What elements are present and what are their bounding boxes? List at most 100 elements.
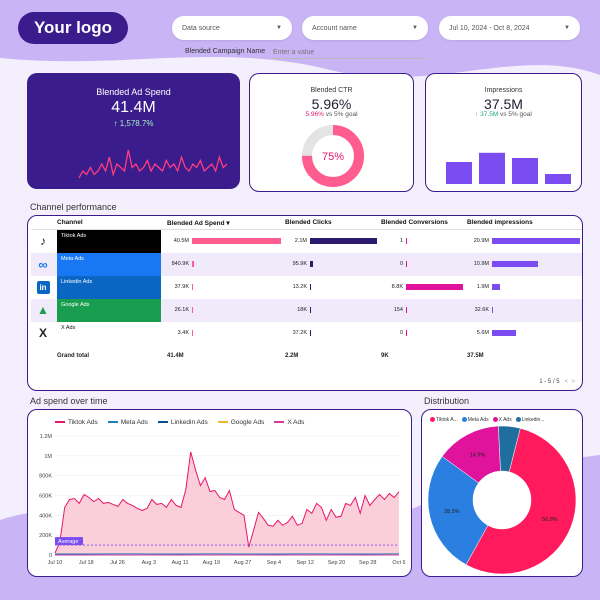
legend-dot [430,417,435,423]
legend-item[interactable]: Tiktok Ads [55,419,98,426]
table-header-row: Channel Blended Ad Spend ▾ Blended Click… [31,217,582,230]
cell-value: 37.2K [292,330,307,336]
blended-campaign-input[interactable] [273,46,428,59]
grand-total-row: Grand total 41.4M 2.2M 9K 37.5M [31,345,582,367]
data-source-dropdown[interactable]: Data source ▼ [172,16,292,40]
kpi-value: 41.4M [111,99,156,116]
legend-dot [461,417,467,423]
impressions-card: Impressions 37.5M ↑ 37.5M vs 5% goal [425,73,582,192]
clicks-cell: 95.9K [285,261,377,267]
chevron-down-icon: ▼ [276,25,282,31]
spend-cell: 3.4K [167,330,281,336]
legend-item[interactable]: X Ads [274,419,304,426]
kpi-title: Blended Ad Spend [96,87,171,97]
goal-value: 5.96% [305,111,324,118]
channel-cell: Linkedin Ads [55,275,165,299]
header-channel[interactable]: Channel [55,217,165,230]
channel-name: X Ads [57,321,161,345]
cell-value: 26.1K [174,307,189,313]
table-row[interactable]: X X Ads 3.4K 37.2K 0 5.6M [31,321,582,345]
header-conversions[interactable]: Blended Conversions [379,217,465,230]
kpi-value: 5.96% [311,96,352,112]
date-range-picker[interactable]: Jul 10, 2024 - Oct 8, 2024 ▼ [439,16,580,40]
x-tick-label: Aug 11 [172,560,189,566]
meta-icon: ∞ [38,256,48,272]
channel-cell: Tiktok Ads [55,229,165,253]
conversions-cell: 0 [381,330,463,336]
header-spend[interactable]: Blended Ad Spend ▾ [165,217,283,230]
impressions-cell: 1.9M [467,284,580,290]
average-badge [55,537,83,546]
kpi-title: Impressions [484,87,523,94]
impressions-bar-chart [446,152,571,184]
linkedin-icon: in [36,280,50,294]
cell-value: 3.4K [177,330,189,336]
clicks-cell: 13.2K [285,284,377,290]
spend-cell: 37.9K [167,284,281,290]
cell-value: 0 [399,330,403,336]
table-row[interactable]: ∞ Meta Ads 840.9K 95.9K 0 10.9M [31,252,582,276]
conversions-cell: 8.8K [381,284,463,290]
sparkline-line [78,149,228,179]
legend-swatch [157,421,168,424]
cell-value: 20.9M [473,238,489,244]
account-name-dropdown[interactable]: Account name ▼ [302,16,428,40]
conversions-cell: 1 [381,238,463,244]
cell-bar [192,284,193,290]
legend-item[interactable]: Google Ads [217,419,264,426]
x-tick-label: Sep 20 [328,560,345,566]
impressions-cell: 20.9M [467,238,580,244]
company-logo[interactable]: Your logo [18,12,128,44]
conversions-cell: 0 [381,261,463,267]
channel-icon-cell: ∞ [31,252,55,276]
kpi-value: 37.5M [484,96,523,112]
table-row[interactable]: in Linkedin Ads 37.9K 13.2K 8.8K 1.9M [31,275,582,299]
next-page-icon[interactable]: > [571,379,575,385]
y-tick-label: 200K [39,533,52,539]
x-tick-label: Jul 18 [79,560,94,566]
legend-swatch [107,421,118,424]
total-spend: 41.4M [167,352,184,359]
y-tick-label: 1.2M [40,434,53,440]
legend-item[interactable]: Linkedin... [515,417,545,423]
legend-item[interactable]: Linkedin Ads [157,419,208,426]
tiktok-area [55,451,399,555]
spend-sparkline [78,149,228,179]
header-clicks[interactable]: Blended Clicks [283,217,379,230]
impressions-cell: 10.9M [467,261,580,267]
total-clicks: 2.2M [285,352,299,359]
legend-item[interactable]: X Ads [492,417,512,423]
legend-item[interactable]: Meta Ads [461,417,489,423]
clicks-cell: 2.1M [285,238,377,244]
table-row[interactable]: ▲ Google Ads 26.1K 18K 154 32.6K [31,298,582,322]
cell-value: 10.9M [473,261,489,267]
header-icon-col [31,217,55,230]
kpi-goal: ↑ 37.5M vs 5% goal [426,111,581,118]
x-tick-label: Jul 26 [110,560,125,566]
date-range-label: Jul 10, 2024 - Oct 8, 2024 [449,24,530,32]
cell-bar [310,261,314,267]
donut-hole [473,471,531,529]
account-name-label: Account name [312,24,357,32]
pager-text: 1 - 5 / 5 [539,379,560,385]
cell-value: 0 [399,261,403,267]
cell-value: 95.9K [292,261,307,267]
x-tick-label: Sep 4 [267,560,281,566]
channel-cell: Meta Ads [55,252,165,276]
prev-page-icon[interactable]: < [564,379,569,385]
x-tick-label: Jul 10 [48,560,63,566]
cell-bar [192,261,194,267]
gauge-label: 75% [322,151,344,163]
table-row[interactable]: ♪ Tiktok Ads 40.5M 2.1M 1 20.9M [31,229,582,253]
spend-cell: 840.9K [167,261,281,267]
cell-bar [492,330,516,336]
y-tick-label: 600K [39,494,52,500]
clicks-cell: 18K [285,307,377,313]
cell-value: 5.6M [476,330,489,336]
legend-item[interactable]: Meta Ads [107,419,148,426]
legend-item[interactable]: Tiktok A... [430,417,458,423]
header-impressions[interactable]: Blended impressions [465,217,582,230]
legend-swatch [55,421,65,424]
channel-icon-cell: ♪ [31,229,55,253]
goal-text: vs 5% goal [498,111,532,118]
